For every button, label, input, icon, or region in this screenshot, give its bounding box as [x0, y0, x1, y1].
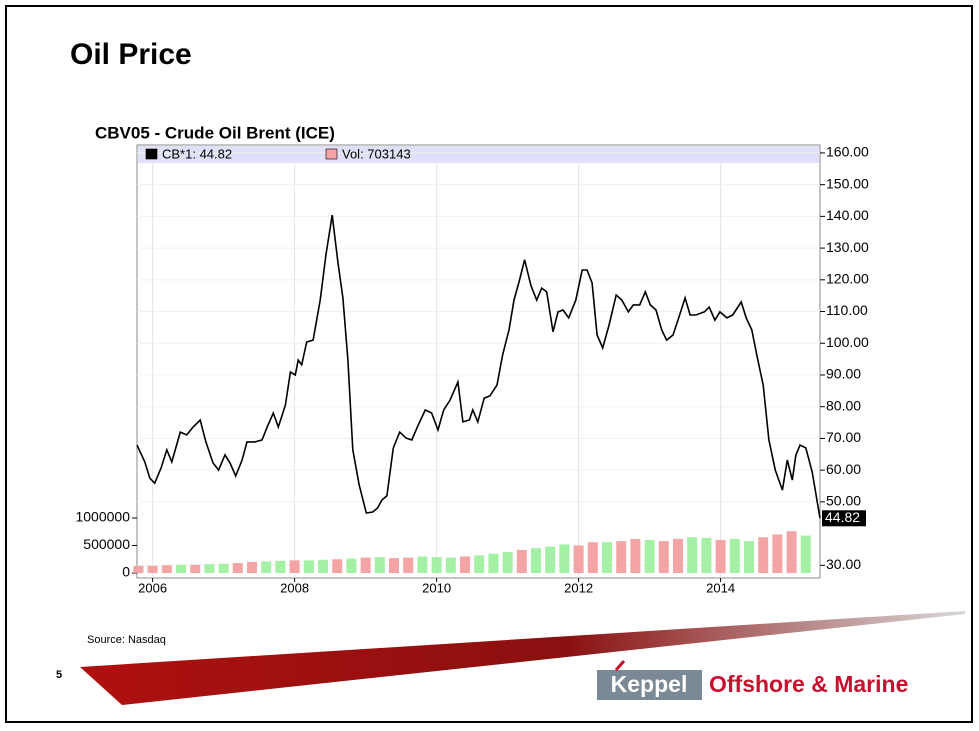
volume-bar [318, 559, 329, 574]
volume-bar [516, 549, 527, 574]
last-value-label: 44.82 [825, 509, 860, 525]
last-value-box [822, 510, 866, 527]
x-tick-label: 2012 [564, 580, 593, 595]
volume-bar [389, 558, 400, 574]
volume-bar [247, 562, 258, 574]
y-tick-label: 80.00 [826, 397, 861, 413]
volume-bar [701, 537, 712, 574]
swoosh [80, 611, 965, 705]
volume-bar [303, 560, 314, 574]
y-tick-label: 100.00 [826, 334, 869, 350]
volume-bar [573, 545, 584, 574]
y2-tick-label: 500000 [83, 536, 130, 552]
volume-bar [559, 544, 570, 574]
volume-bar [360, 557, 371, 574]
y-tick-label: 110.00 [826, 302, 868, 318]
volume-bar [729, 538, 740, 574]
y-tick-label: 70.00 [826, 429, 861, 445]
volume-bar [715, 540, 726, 574]
volume-bar [658, 541, 669, 574]
x-tick-label: 2006 [138, 580, 167, 595]
volume-bar [431, 557, 442, 574]
volume-bar [161, 565, 172, 574]
legend-band [138, 146, 819, 163]
volume-bar [332, 559, 343, 574]
plot-area [136, 144, 821, 579]
volume-bar [190, 564, 201, 574]
source: Source: Nasdaq [87, 634, 166, 646]
page-number: 5 [56, 669, 62, 681]
volume-bar [673, 538, 684, 574]
volume-bar [417, 556, 428, 574]
volume-bar [460, 556, 471, 574]
y-tick-label: 150.00 [826, 175, 869, 191]
logo-brand: Keppel [611, 671, 688, 697]
y2-tick-label: 1000000 [75, 509, 130, 525]
logo-slash [614, 660, 626, 671]
volume-bar [261, 561, 272, 574]
legend-swatch [325, 148, 338, 160]
volume-bar [744, 541, 755, 574]
volume-bar [218, 563, 229, 574]
volume-bar [616, 541, 627, 574]
volume-bar [602, 542, 613, 574]
volume-bar [800, 535, 811, 574]
y-tick-label: 140.00 [826, 207, 869, 223]
x-tick-label: 2008 [280, 580, 309, 595]
y-tick-label: 60.00 [826, 461, 861, 477]
volume-bar [531, 548, 542, 574]
legend-swatch [145, 148, 158, 160]
volume-bar [786, 531, 797, 574]
x-tick-label: 2010 [422, 580, 451, 595]
volume-bar [630, 538, 641, 574]
volume-bar [445, 557, 456, 574]
logo-text: Offshore & Marine [709, 671, 908, 697]
logo-box [597, 670, 702, 700]
volume-bar [147, 565, 158, 574]
volume-bar [204, 564, 215, 574]
volume-bar [488, 553, 499, 574]
volume-bar [289, 560, 300, 574]
y-tick-label: 120.00 [826, 271, 869, 287]
volume-bar [772, 534, 783, 574]
volume-bar [644, 540, 655, 574]
y2-tick-label: 0 [122, 564, 130, 580]
volume-bar [133, 565, 144, 574]
price-line [136, 214, 821, 519]
volume-bar [502, 552, 513, 574]
volume-bar [687, 537, 698, 574]
volume-bar [587, 542, 598, 574]
volume-bar [474, 555, 485, 574]
y-tick-label: 90.00 [826, 366, 861, 382]
slide-title: Oil Price [70, 38, 192, 71]
volume-bar [758, 537, 769, 574]
volume-bar [374, 557, 385, 574]
volume-bar [346, 558, 357, 574]
volume-bar [403, 557, 414, 574]
volume-bar [176, 564, 187, 574]
y-tick-label: 50.00 [826, 493, 861, 509]
volume-bar [275, 560, 286, 574]
chart-title: CBV05 - Crude Oil Brent (ICE) [95, 123, 335, 142]
volume-bar [545, 546, 556, 574]
volume-bar [232, 563, 243, 574]
y-tick-label: 30.00 [826, 556, 861, 572]
x-tick-label: 2014 [706, 580, 735, 595]
y-tick-label: 130.00 [826, 239, 869, 255]
y-tick-label: 160.00 [826, 144, 869, 160]
legend-label: CB*1: 44.82 [162, 146, 232, 161]
legend-label: Vol: 703143 [342, 146, 411, 161]
